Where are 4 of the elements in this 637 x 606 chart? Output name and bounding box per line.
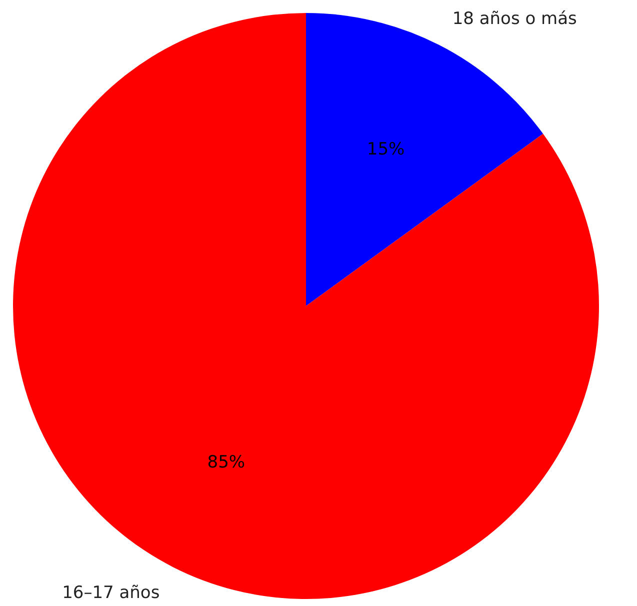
data-label: 85% (207, 452, 246, 473)
data-label: 15% (366, 139, 405, 160)
slice-label: 16–17 años (62, 583, 160, 604)
slice-label: 18 años o más (452, 8, 577, 29)
